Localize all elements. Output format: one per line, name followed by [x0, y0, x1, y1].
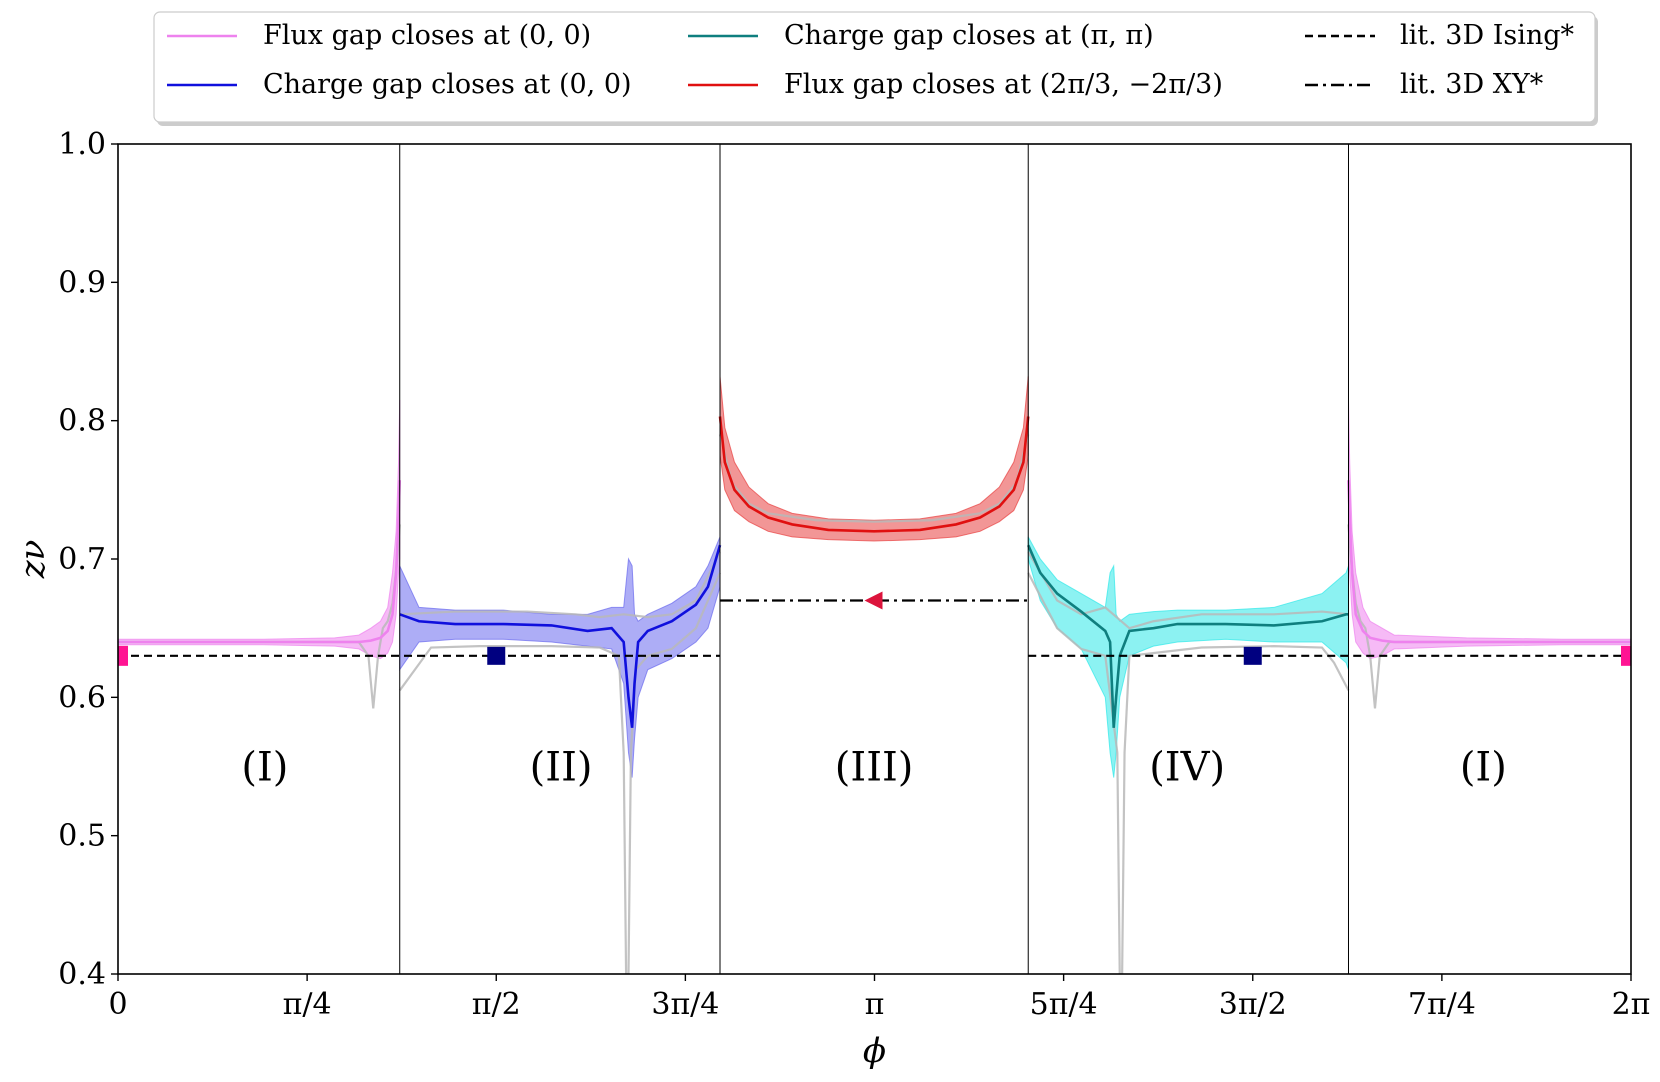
y-tick-label-2: 0.6: [58, 680, 106, 715]
legend-label-0: Flux gap closes at (0, 0): [263, 20, 591, 51]
y-tick-label-5: 0.9: [58, 265, 106, 300]
x-tick-label-6: 3π/2: [1219, 987, 1287, 1022]
x-tick-label-1: π/4: [283, 987, 332, 1022]
legend-label-5: lit. 3D XY*: [1400, 69, 1544, 100]
x-tick-label-4: π: [865, 987, 885, 1022]
gray-curve-4: [1027, 572, 1350, 974]
region-label-2: (III): [835, 745, 914, 791]
region-label-1: (II): [530, 745, 593, 791]
region-label-0: (I): [241, 745, 288, 791]
gray-curve-6: [718, 434, 1030, 523]
gray-curve-2: [398, 572, 722, 974]
marker-square-0: [118, 645, 128, 666]
legend-box: [153, 11, 1596, 123]
y-tick-label-6: 1.0: [58, 127, 106, 162]
marker-square-3: [1243, 646, 1262, 665]
gray-curve-5: [1027, 551, 1349, 630]
region-label-4: (I): [1460, 745, 1507, 791]
x-tick-label-3: 3π/4: [651, 987, 719, 1022]
series-line-4: [718, 416, 1030, 533]
y-tick-label-0: 0.4: [58, 957, 106, 992]
series-line-1: [1347, 480, 1631, 644]
band-1: [1347, 399, 1631, 660]
x-tick-label-2: π/2: [472, 987, 521, 1022]
legend-label-2: Charge gap closes at (π, π): [784, 20, 1154, 51]
x-tick-label-8: 2π: [1612, 987, 1651, 1022]
y-tick-label-1: 0.5: [58, 819, 106, 854]
legend-label-1: Charge gap closes at (0, 0): [263, 69, 632, 100]
x-tick-label-7: 7π/4: [1408, 987, 1476, 1022]
series-line-2: [399, 544, 722, 728]
marker-square-1: [487, 646, 506, 665]
y-axis-title: zν: [13, 540, 53, 580]
y-tick-label-3: 0.7: [58, 542, 106, 577]
legend-label-3: Flux gap closes at (2π/3, −2π/3): [784, 69, 1223, 100]
region-label-3: (IV): [1149, 745, 1225, 791]
marker-triangle-2: [864, 591, 883, 610]
plot-area: (I) (II) (III) (IV) (I): [118, 144, 1631, 974]
legend-label-4: lit. 3D Ising*: [1400, 20, 1575, 51]
y-tick-label-4: 0.8: [58, 404, 106, 439]
marker-square-4: [1621, 645, 1631, 666]
series-line-0: [118, 480, 402, 644]
x-axis-title: ϕ: [863, 1031, 886, 1071]
axes: 0 π/4 π/2 3π/4 π 5π/4 3π/2 7π/4 2π 0.4 0.5 0.6 0.7 0.…: [13, 127, 1650, 1071]
x-tick-label-0: 0: [108, 987, 127, 1022]
gray-curve-3: [399, 551, 721, 619]
legend: Flux gap closes at (0, 0) Charge gap clos…: [153, 11, 1598, 126]
x-tick-label-5: 5π/4: [1030, 987, 1098, 1022]
